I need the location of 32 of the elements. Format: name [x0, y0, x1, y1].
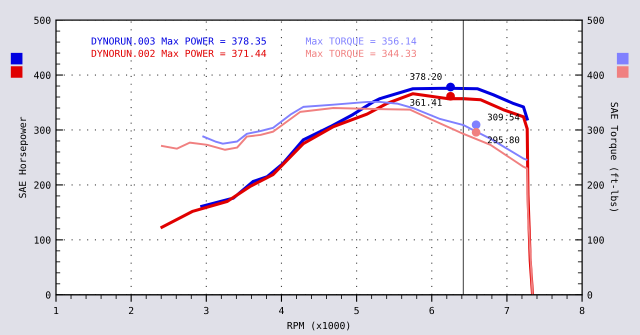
x-tick-label: 3 — [204, 306, 209, 314]
x-tick-label: 7 — [504, 306, 510, 314]
y-tick-label: 200 — [34, 181, 51, 189]
y-tick-label: 100 — [34, 236, 51, 244]
x-tick-label: 2 — [128, 306, 134, 314]
y2-tick-label: 500 — [588, 16, 604, 24]
data-label: 378.20 — [410, 73, 442, 80]
y-tick-label: 500 — [34, 16, 51, 24]
y-tick-label: 400 — [34, 72, 51, 79]
line-series — [202, 100, 528, 161]
text: Max TORQUE = 344.33 — [306, 50, 416, 58]
data-label: 295.80 — [488, 136, 520, 144]
text: DYNORUN.002 Max POWER = 371.44 — [92, 50, 266, 58]
y-axis-title: SAE Horsepower — [18, 116, 28, 198]
text: DYNORUN.003 Max POWER = 378.35 — [92, 37, 266, 45]
data-label: 361.41 — [410, 99, 442, 106]
x-axis-title: RPM (x1000) — [288, 322, 350, 330]
y2-tick-label: 0 — [588, 291, 592, 299]
x-tick-label: 1 — [54, 306, 58, 314]
data-label: 309.54 — [488, 114, 520, 120]
y2-tick-label: 200 — [588, 181, 604, 189]
y-tick-label: 0 — [46, 291, 51, 299]
x-tick-label: 5 — [354, 306, 359, 314]
text: Max TORQUE = 356.14 — [306, 37, 416, 46]
x-tick-label: 4 — [279, 306, 284, 314]
y2-tick-label: 100 — [588, 236, 604, 244]
y2-axis-title: SAE Torque (ft-lbs) — [608, 102, 618, 212]
y2-tick-label: 400 — [587, 72, 604, 79]
y2-tick-label: 300 — [588, 126, 604, 134]
x-tick-label: 8 — [580, 306, 584, 314]
x-tick-label: 6 — [429, 306, 434, 314]
y-tick-label: 300 — [34, 126, 51, 134]
